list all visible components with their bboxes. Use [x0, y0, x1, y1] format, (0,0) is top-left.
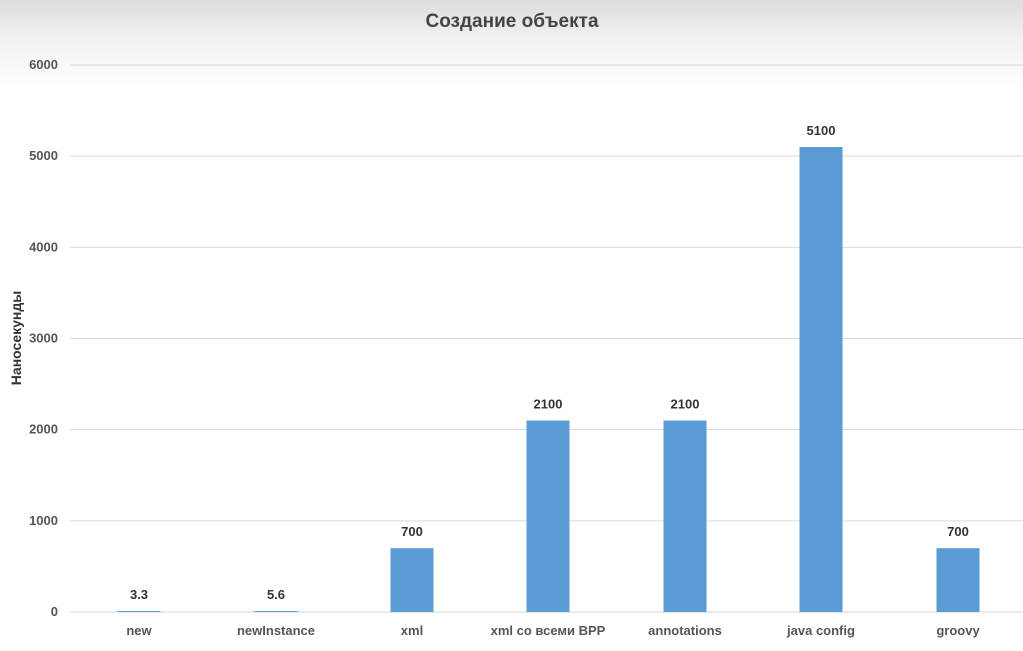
chart-title: Создание объекта	[425, 11, 598, 32]
y-tick-label: 6000	[29, 57, 58, 72]
bar-value-label: 5.6	[267, 587, 285, 602]
bar-value-label: 5100	[807, 123, 836, 138]
y-axis-ticks: 0 1000 2000 3000 4000 5000 6000	[29, 57, 58, 619]
bar-2	[390, 548, 434, 612]
y-tick-label: 0	[51, 604, 58, 619]
bar-value-label: 3.3	[130, 587, 148, 602]
x-category-label: new	[126, 623, 152, 638]
y-tick-label: 3000	[29, 331, 58, 346]
x-category-label: xml	[401, 623, 423, 638]
bar-3	[526, 420, 570, 612]
y-axis-label: Наносекунды	[8, 291, 24, 385]
bar-value-label: 700	[947, 524, 969, 539]
bar-value-label: 2100	[671, 397, 700, 412]
x-category-label: java config	[786, 623, 855, 638]
y-tick-label: 5000	[29, 148, 58, 163]
bar-5	[799, 147, 843, 613]
bar-0	[117, 611, 161, 612]
x-category-label: annotations	[648, 623, 722, 638]
y-tick-label: 4000	[29, 239, 58, 254]
bar-value-label: 2100	[534, 397, 563, 412]
x-category-label: groovy	[936, 623, 980, 638]
x-axis-categories: new newInstance xml xml со всеми BPP annotat…	[126, 623, 980, 638]
bars	[117, 147, 980, 613]
x-category-label: newInstance	[237, 623, 315, 638]
bar-6	[936, 548, 980, 612]
x-category-label: xml со всеми BPP	[491, 623, 606, 638]
bar-value-label: 700	[401, 524, 423, 539]
y-tick-label: 2000	[29, 422, 58, 437]
y-tick-label: 1000	[29, 513, 58, 528]
bar-4	[663, 420, 707, 612]
bar-1	[254, 611, 298, 612]
value-labels: 3.3 5.6 700 2100 2100 5100 700	[130, 123, 969, 602]
